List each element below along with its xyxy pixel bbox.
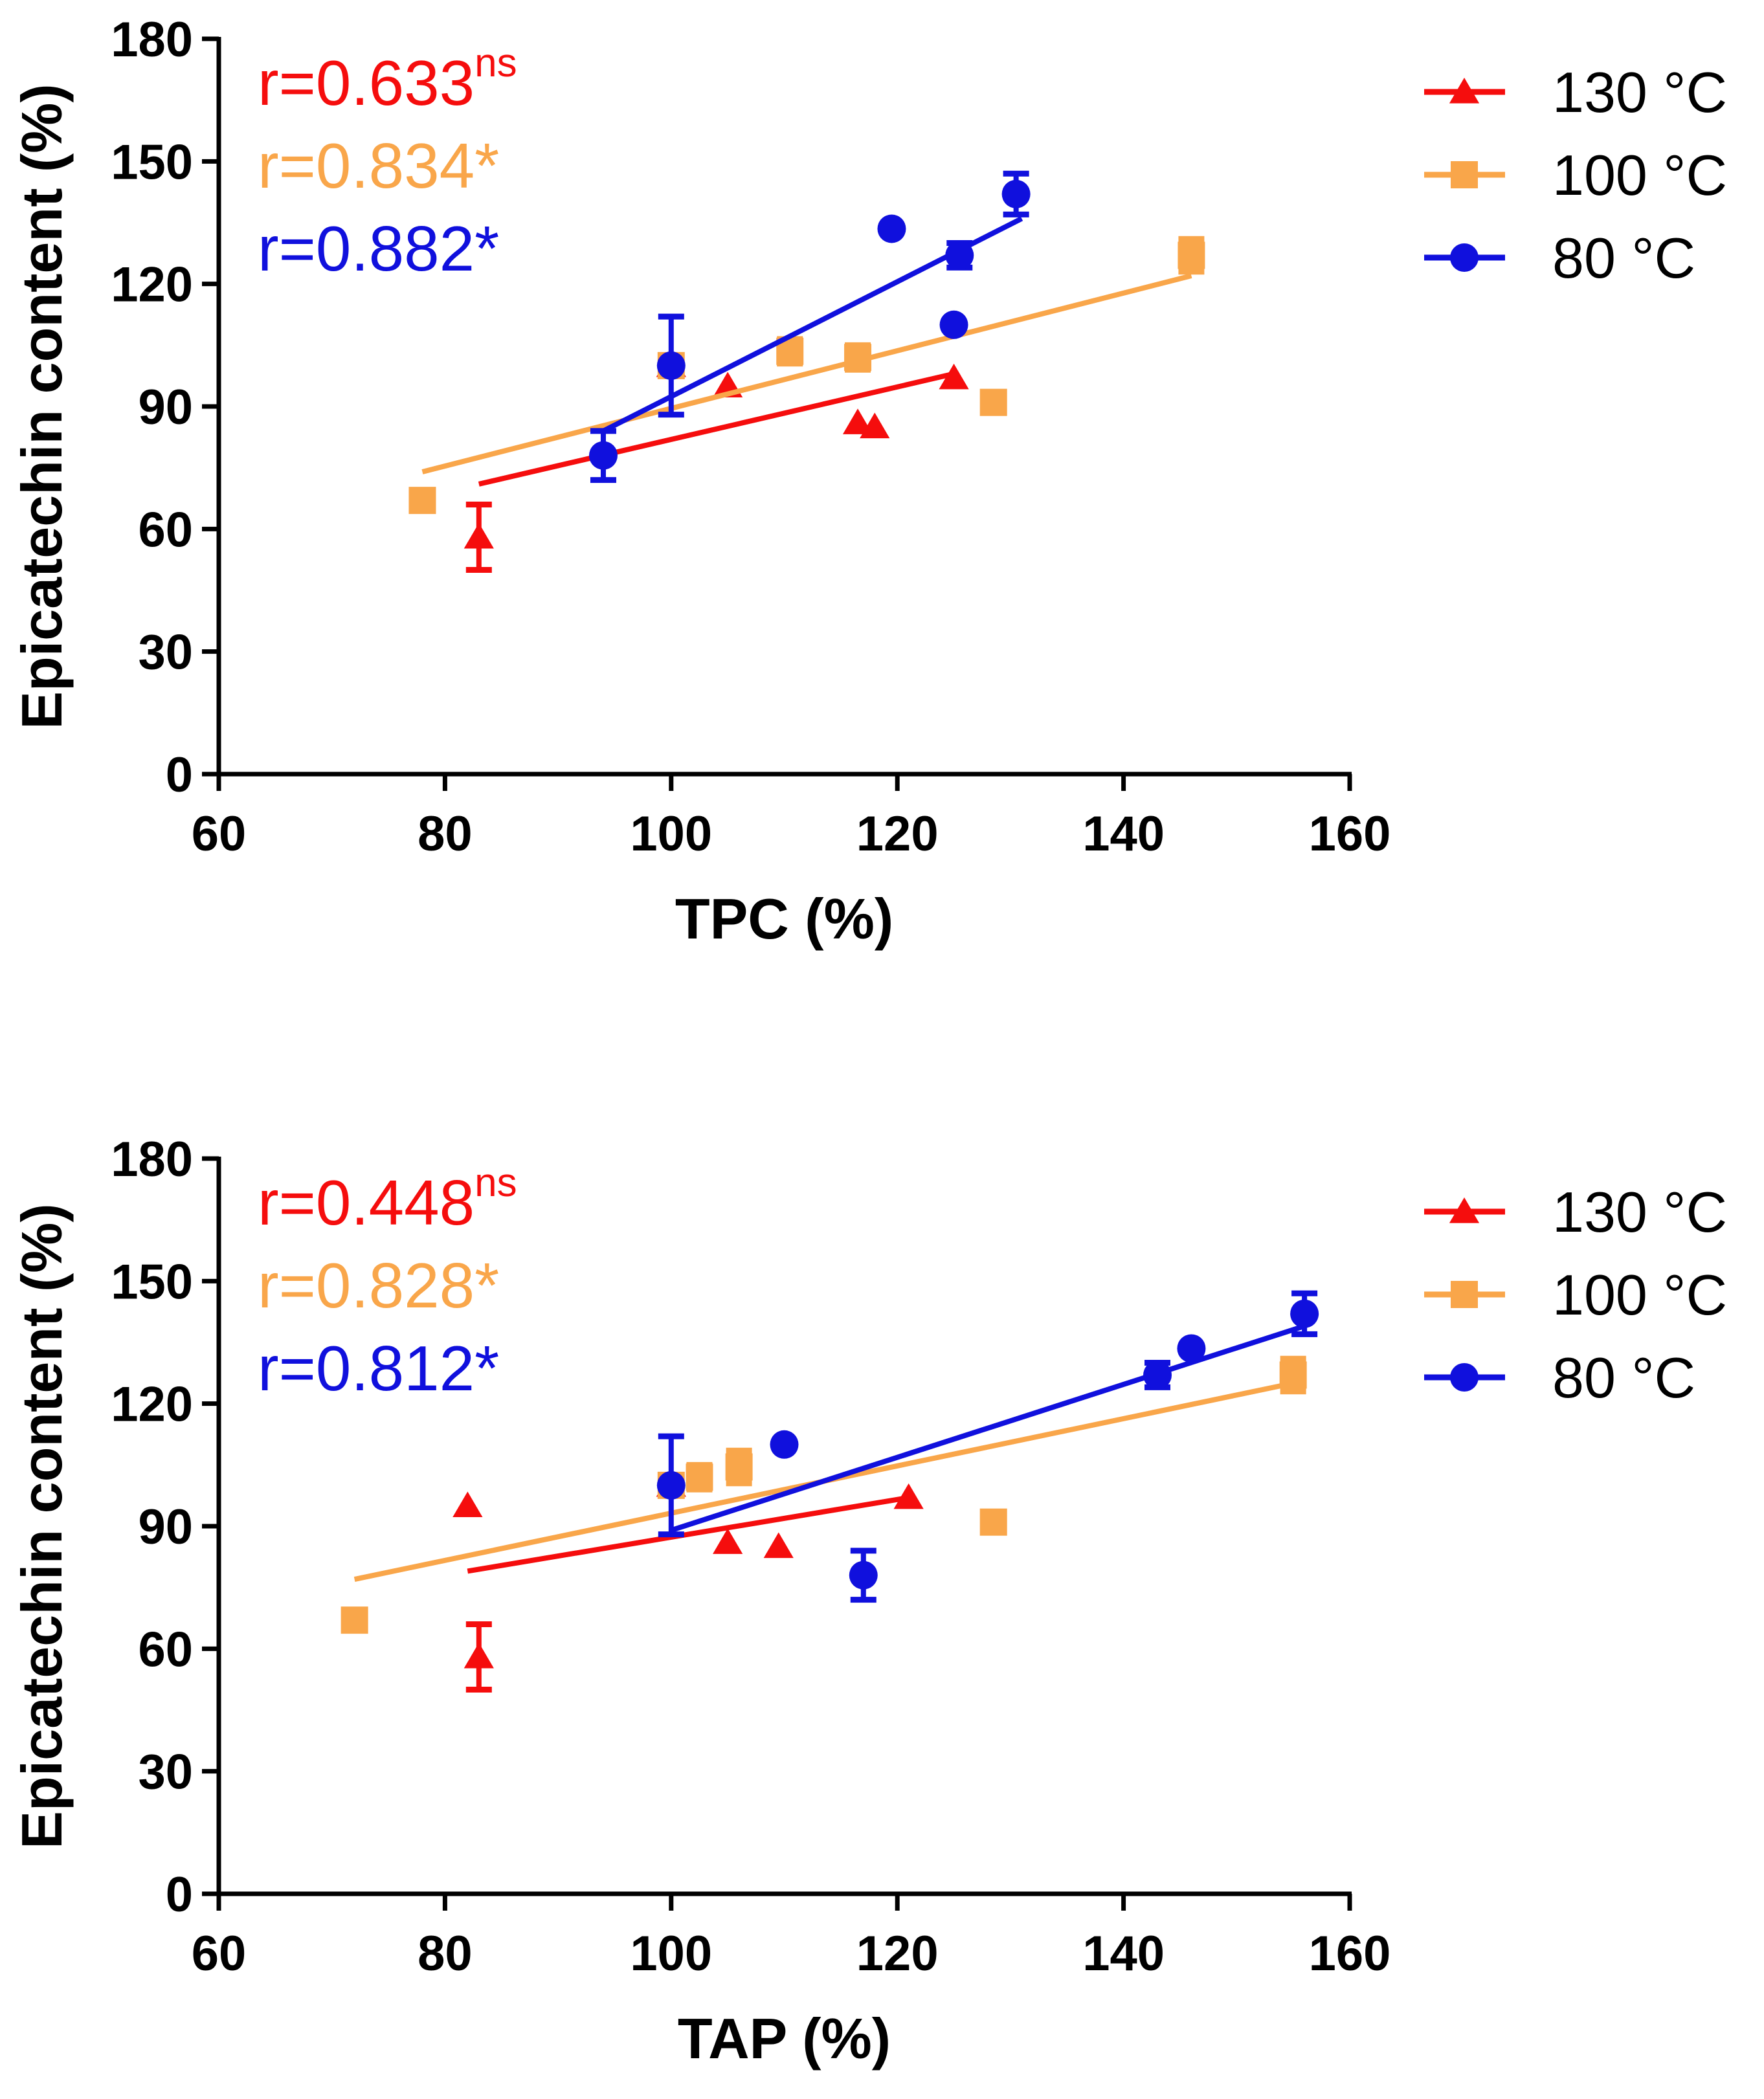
y-tick-label: 120 bbox=[111, 1377, 193, 1432]
series-80 bbox=[588, 170, 1031, 483]
data-point bbox=[1001, 179, 1031, 208]
data-point bbox=[656, 351, 686, 380]
correlation-significance: ns bbox=[474, 41, 517, 85]
data-point bbox=[408, 487, 436, 515]
y-tick-label: 0 bbox=[166, 748, 193, 803]
y-tick-label: 90 bbox=[138, 380, 193, 435]
x-tick-label: 160 bbox=[1309, 806, 1391, 861]
y-tick-label: 150 bbox=[111, 135, 193, 190]
fit-line bbox=[421, 273, 1192, 474]
legend-label: 130 °C bbox=[1552, 1180, 1727, 1244]
legend-marker bbox=[1450, 1363, 1479, 1392]
chart-panel-2: 0 30 60 90 120 150 180 60 80 100 120 140 160 TAP (%) E… bbox=[10, 1132, 1727, 2071]
data-point bbox=[1290, 1299, 1319, 1328]
legend-marker bbox=[1449, 1197, 1480, 1223]
y-tick-label: 120 bbox=[111, 258, 193, 313]
data-point bbox=[1178, 241, 1205, 269]
x-tick-label: 120 bbox=[856, 1926, 939, 1981]
correlation-value: r=0.448 bbox=[258, 1167, 474, 1238]
legend-label: 100 °C bbox=[1552, 1263, 1727, 1327]
y-tick-label: 150 bbox=[111, 1254, 193, 1309]
legend-marker bbox=[1449, 78, 1480, 104]
data-point bbox=[686, 1463, 713, 1491]
correlation-significance: ns bbox=[474, 1161, 517, 1205]
correlation-label: r=0.882* bbox=[258, 213, 499, 284]
x-tick-label: 100 bbox=[630, 1926, 712, 1981]
data-point bbox=[844, 344, 872, 372]
legend-label: 80 °C bbox=[1552, 1346, 1695, 1410]
y-tick-label: 180 bbox=[111, 1132, 193, 1187]
x-tick-label: 140 bbox=[1082, 1926, 1165, 1981]
data-point bbox=[979, 388, 1007, 416]
legend-label: 100 °C bbox=[1552, 143, 1727, 207]
correlation-value: r=0.834* bbox=[258, 130, 499, 201]
data-point bbox=[770, 1430, 799, 1459]
correlation-value: r=0.633 bbox=[258, 47, 474, 118]
x-tick-label: 120 bbox=[856, 806, 939, 861]
data-point bbox=[713, 1528, 743, 1554]
data-point bbox=[1177, 1334, 1206, 1363]
data-point bbox=[725, 1453, 753, 1481]
correlation-label: r=0.812* bbox=[258, 1333, 499, 1404]
x-tick-label: 140 bbox=[1082, 806, 1165, 861]
legend-marker bbox=[1451, 1281, 1478, 1308]
data-point bbox=[939, 310, 968, 339]
correlation-label: r=0.448ns bbox=[258, 1161, 517, 1238]
data-point bbox=[463, 522, 494, 549]
x-tick-label: 80 bbox=[418, 806, 473, 861]
series-130 bbox=[463, 351, 969, 573]
data-point bbox=[979, 1508, 1007, 1536]
x-tick-label: 80 bbox=[418, 1926, 473, 1981]
correlation-value: r=0.828* bbox=[258, 1250, 499, 1321]
y-tick-label: 90 bbox=[138, 1500, 193, 1555]
legend-label: 130 °C bbox=[1552, 60, 1727, 124]
data-point bbox=[945, 241, 974, 270]
fit-line bbox=[467, 1494, 910, 1574]
data-point bbox=[860, 412, 890, 439]
data-point bbox=[763, 1532, 794, 1559]
correlation-value: r=0.812* bbox=[258, 1333, 499, 1404]
y-tick-label: 60 bbox=[138, 1622, 193, 1677]
y-axis-title: Epicatechin content (%) bbox=[10, 1203, 74, 1849]
legend-marker bbox=[1451, 161, 1478, 188]
y-tick-label: 0 bbox=[166, 1867, 193, 1922]
legend: 130 °C 100 °C 80 °C bbox=[1424, 1180, 1727, 1410]
x-axis-title: TAP (%) bbox=[678, 2006, 891, 2071]
fit-line bbox=[478, 371, 955, 487]
x-tick-label: 100 bbox=[630, 806, 712, 861]
data-point bbox=[842, 408, 873, 434]
x-tick-label: 60 bbox=[192, 1926, 247, 1981]
data-point bbox=[849, 1560, 878, 1590]
data-point bbox=[893, 1483, 924, 1509]
x-tick-label: 160 bbox=[1309, 1926, 1391, 1981]
correlation-label: r=0.828* bbox=[258, 1250, 499, 1321]
data-point bbox=[939, 363, 969, 390]
legend: 130 °C 100 °C 80 °C bbox=[1424, 60, 1727, 290]
data-point bbox=[877, 214, 906, 243]
chart-panel-1: 0 30 60 90 120 150 180 60 80 100 120 140 160 TPC (%) E… bbox=[10, 12, 1727, 951]
data-point bbox=[463, 1642, 494, 1669]
y-tick-label: 180 bbox=[111, 12, 193, 67]
x-tick-label: 60 bbox=[192, 806, 247, 861]
fit-line bbox=[670, 1323, 1306, 1533]
data-point bbox=[452, 1491, 483, 1518]
data-point bbox=[1143, 1360, 1172, 1390]
legend-label: 80 °C bbox=[1552, 226, 1695, 290]
correlation-label: r=0.834* bbox=[258, 130, 499, 201]
y-tick-label: 30 bbox=[138, 625, 193, 680]
series-80 bbox=[656, 1290, 1319, 1603]
y-tick-label: 30 bbox=[138, 1745, 193, 1800]
data-point bbox=[341, 1606, 368, 1634]
correlation-label: r=0.633ns bbox=[258, 41, 517, 118]
data-point bbox=[1279, 1361, 1307, 1389]
data-point bbox=[656, 1471, 686, 1500]
legend-marker bbox=[1450, 243, 1479, 272]
data-point bbox=[588, 441, 618, 470]
y-tick-label: 60 bbox=[138, 502, 193, 557]
correlation-value: r=0.882* bbox=[258, 213, 499, 284]
y-axis-title: Epicatechin content (%) bbox=[10, 83, 74, 729]
x-axis-title: TPC (%) bbox=[675, 887, 893, 951]
